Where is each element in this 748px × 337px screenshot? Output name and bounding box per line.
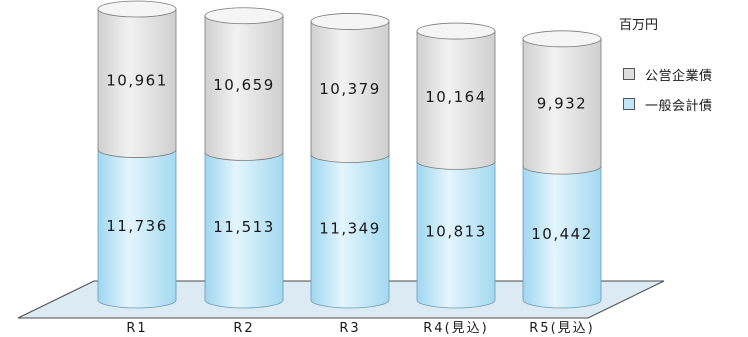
bar-segment — [522, 165, 602, 309]
bar-segment — [416, 160, 496, 309]
bar-top-cap — [97, 0, 177, 18]
category-label: R2 — [233, 321, 254, 336]
legend-swatch-general-account — [623, 98, 635, 110]
bars-group: 11,736 10,961 11,513 10,659 11,349 10,379 10,8… — [97, 0, 602, 309]
data-label: 10,379 — [319, 80, 381, 98]
legend-label-general-account: 一般会計債 — [645, 98, 713, 114]
data-label: 10,164 — [425, 88, 487, 106]
bar-segment — [204, 15, 284, 161]
legend-item-public-enterprise: 公営企業債 — [623, 64, 713, 84]
bar-segment — [416, 30, 496, 170]
bar-segment — [522, 38, 602, 175]
category-label: R1 — [126, 321, 147, 336]
bar-segment — [310, 154, 390, 309]
legend-swatch-public-enterprise — [623, 68, 635, 80]
data-label: 10,813 — [425, 223, 487, 241]
category-label: R4(見込) — [423, 321, 488, 336]
legend: 公営企業債 一般会計債 — [623, 64, 713, 124]
data-label: 10,442 — [531, 225, 593, 243]
bar-top-cap — [416, 22, 496, 40]
data-label: 10,961 — [106, 71, 168, 89]
bar-top-cap — [204, 7, 284, 25]
data-label: 11,736 — [106, 217, 168, 235]
data-label: 9,932 — [537, 94, 587, 112]
bar-segment — [97, 149, 177, 309]
category-label: R3 — [339, 321, 360, 336]
category-label: R5(見込) — [529, 321, 594, 336]
bar-segment — [310, 21, 390, 163]
legend-label-public-enterprise: 公営企業債 — [645, 68, 713, 84]
unit-label: 百万円 — [619, 18, 659, 33]
category-labels: R1 R2 R3 R4(見込) R5(見込) — [126, 321, 594, 336]
data-label: 11,513 — [213, 218, 275, 236]
data-label: 10,659 — [213, 76, 275, 94]
bar-segment — [204, 152, 284, 309]
legend-item-general-account: 一般会計債 — [623, 94, 713, 114]
bar-segment — [97, 8, 177, 158]
bar-top-cap — [522, 30, 602, 48]
data-label: 11,349 — [319, 219, 381, 237]
bar-top-cap — [310, 13, 390, 30]
